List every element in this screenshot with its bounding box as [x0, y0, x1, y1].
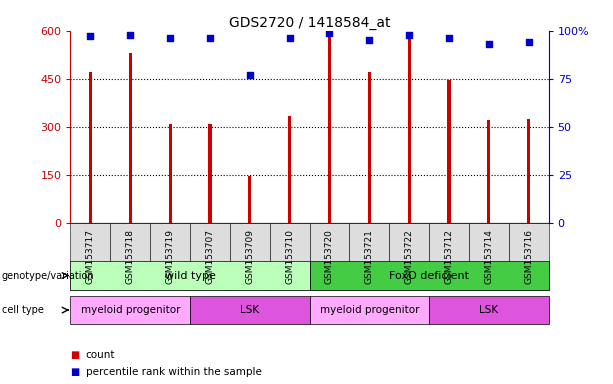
Text: GSM153717: GSM153717	[86, 229, 95, 284]
Text: LSK: LSK	[479, 305, 498, 315]
Bar	[208, 124, 211, 223]
Text: percentile rank within the sample: percentile rank within the sample	[86, 367, 262, 377]
Text: myeloid progenitor: myeloid progenitor	[319, 305, 419, 315]
Point	[125, 31, 135, 38]
Bar	[328, 37, 331, 223]
Bar	[368, 72, 371, 223]
Text: GSM153714: GSM153714	[484, 229, 493, 284]
Point	[325, 30, 335, 36]
Bar	[288, 116, 291, 223]
Point	[405, 31, 414, 38]
Text: GSM153718: GSM153718	[126, 229, 135, 284]
Bar	[487, 120, 490, 223]
Text: genotype/variation: genotype/variation	[2, 270, 94, 281]
Bar	[129, 53, 132, 223]
Text: FoxO deficient: FoxO deficient	[389, 270, 469, 281]
Bar	[89, 72, 92, 223]
Text: myeloid progenitor: myeloid progenitor	[80, 305, 180, 315]
Text: GSM153716: GSM153716	[524, 229, 533, 284]
Text: GSM153719: GSM153719	[166, 229, 175, 284]
Point	[444, 35, 454, 41]
Text: GSM153707: GSM153707	[205, 229, 215, 284]
Text: ■: ■	[70, 367, 80, 377]
Point	[86, 33, 96, 40]
Point	[166, 35, 175, 41]
Point	[205, 35, 215, 41]
Bar	[169, 124, 172, 223]
Text: GSM153721: GSM153721	[365, 229, 374, 284]
Text: GSM153720: GSM153720	[325, 229, 334, 284]
Text: ■: ■	[70, 350, 80, 360]
Text: count: count	[86, 350, 115, 360]
Point	[245, 72, 255, 78]
Text: GSM153710: GSM153710	[285, 229, 294, 284]
Text: wild type: wild type	[165, 270, 215, 281]
Bar	[248, 176, 251, 223]
Text: GSM153709: GSM153709	[245, 229, 254, 284]
Point	[524, 39, 533, 45]
Point	[364, 37, 374, 43]
Text: LSK: LSK	[240, 305, 259, 315]
Text: GSM153712: GSM153712	[444, 229, 454, 284]
Bar	[527, 119, 530, 223]
Title: GDS2720 / 1418584_at: GDS2720 / 1418584_at	[229, 16, 390, 30]
Bar	[447, 80, 451, 223]
Text: GSM153722: GSM153722	[405, 229, 414, 284]
Text: cell type: cell type	[2, 305, 44, 315]
Bar	[408, 32, 411, 223]
Point	[284, 35, 294, 41]
Point	[484, 41, 494, 47]
